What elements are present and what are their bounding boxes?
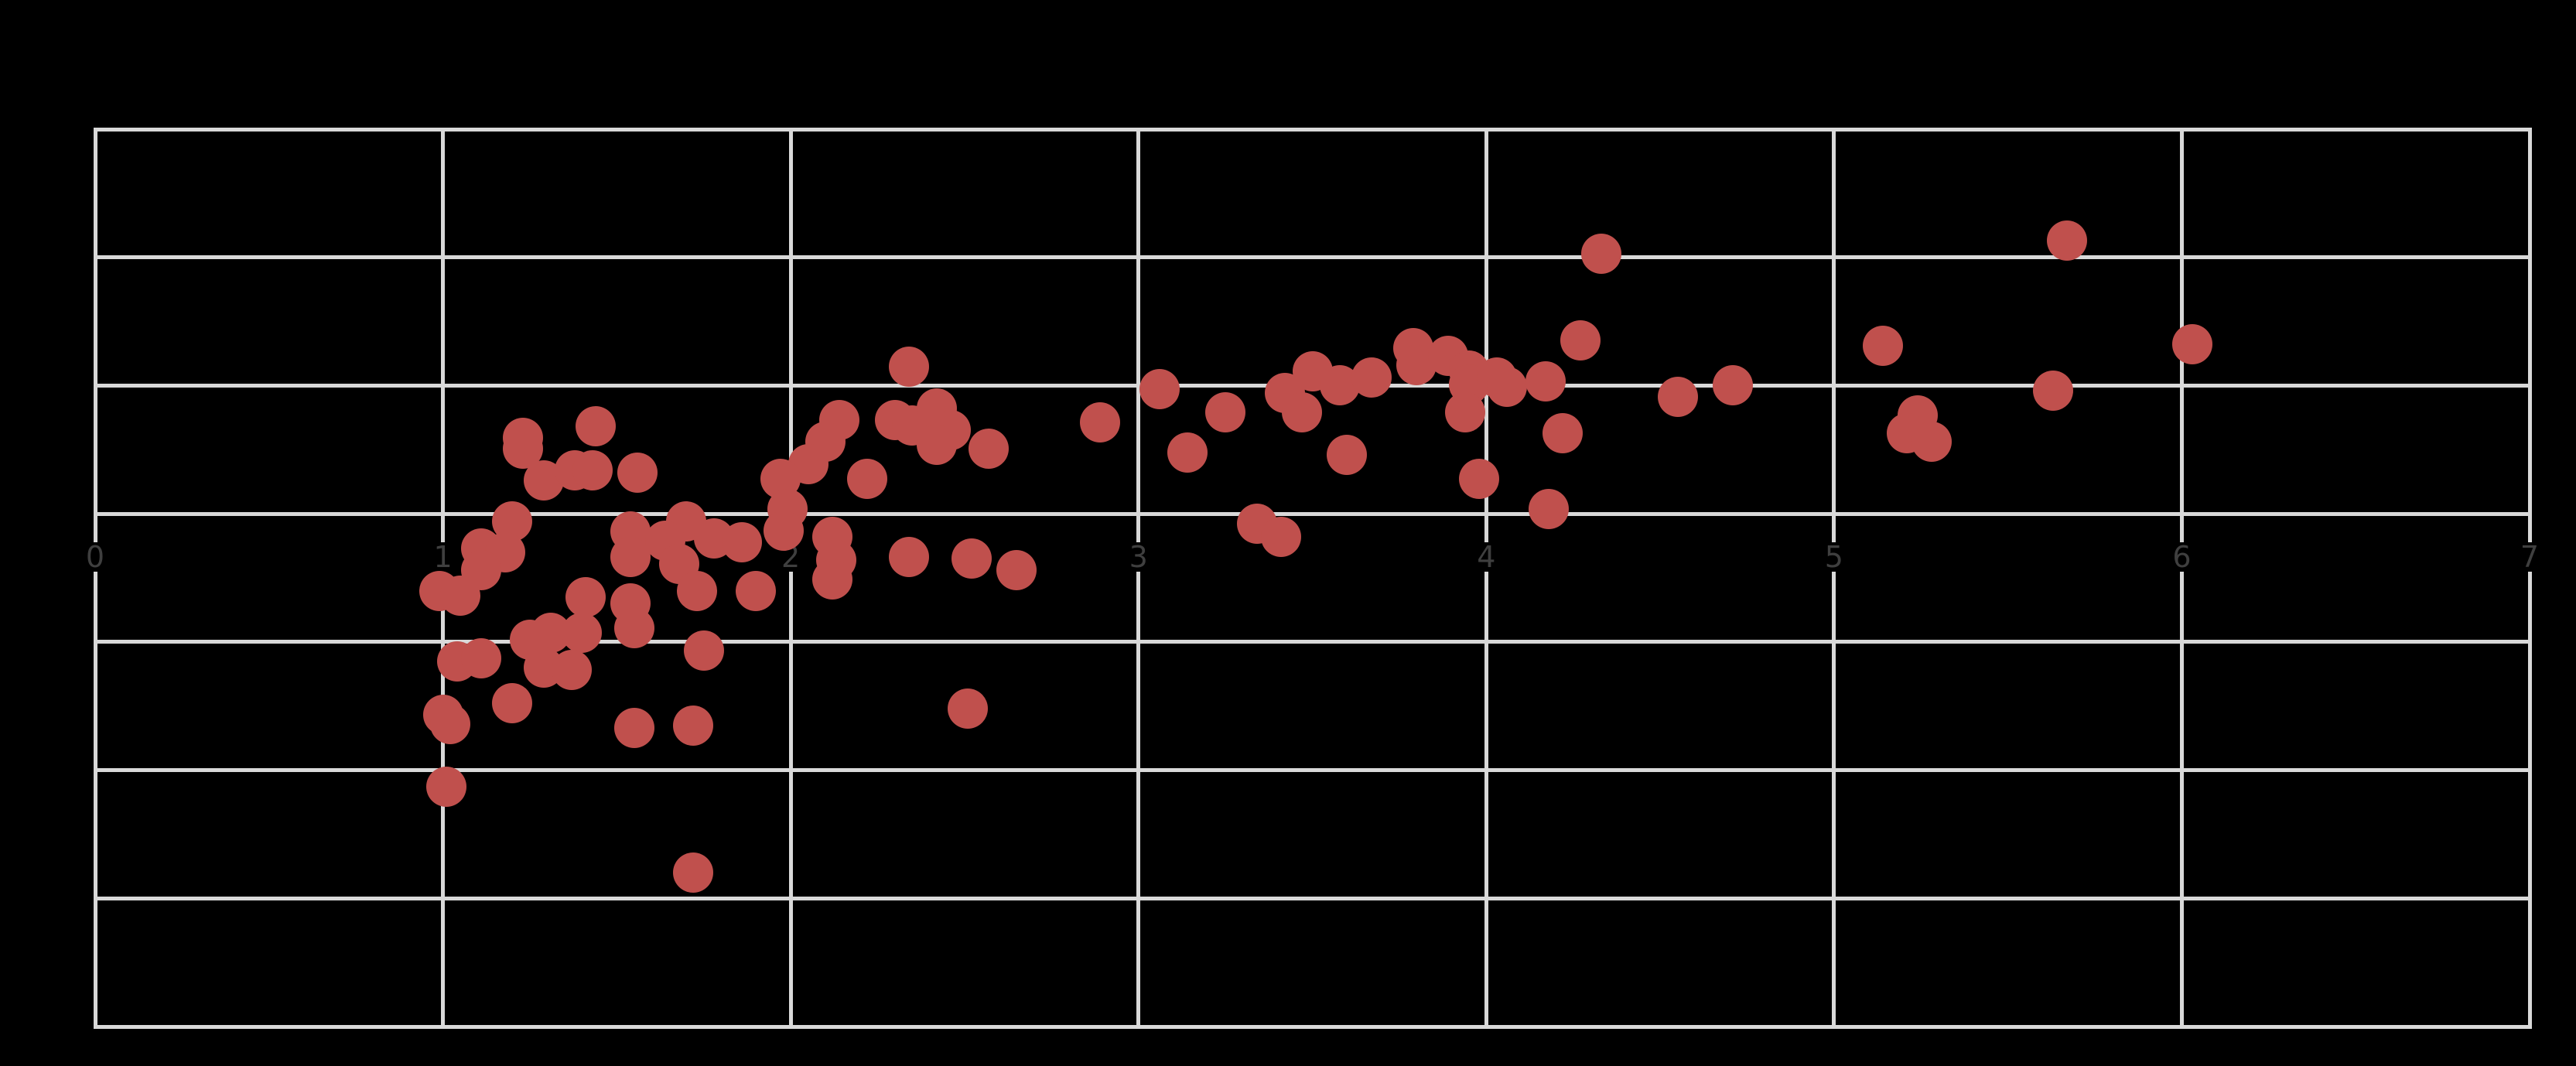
data-point xyxy=(1261,516,1302,557)
x-tick-label-4: 4 xyxy=(1474,542,1498,572)
x-tick-label-6: 6 xyxy=(2170,542,2194,572)
data-point xyxy=(1351,357,1392,398)
horizontal-gridline-y--3 xyxy=(93,896,2532,900)
data-point xyxy=(2047,220,2088,261)
vertical-gridline-x-0 xyxy=(93,127,97,1029)
data-point xyxy=(1139,369,1180,410)
data-point xyxy=(673,852,714,893)
x-tick-label-3: 3 xyxy=(1126,542,1150,572)
data-point xyxy=(610,537,651,578)
data-point xyxy=(1327,434,1368,475)
horizontal-gridline-y--2 xyxy=(93,768,2532,773)
data-point xyxy=(613,707,654,748)
data-point xyxy=(722,521,763,562)
vertical-gridline-x-2 xyxy=(788,127,793,1029)
data-point xyxy=(617,453,658,494)
data-point xyxy=(1543,412,1584,453)
vertical-gridline-x-3 xyxy=(1136,127,1141,1029)
data-point xyxy=(2033,371,2074,412)
data-point xyxy=(1560,320,1601,361)
data-point xyxy=(951,538,992,579)
data-point xyxy=(764,510,805,551)
data-point xyxy=(572,449,613,490)
data-point xyxy=(948,688,989,729)
data-point xyxy=(1862,326,1903,367)
data-point xyxy=(683,630,724,671)
data-point xyxy=(1657,377,1698,418)
data-point xyxy=(576,406,617,447)
data-point xyxy=(676,570,717,611)
data-point xyxy=(613,607,654,648)
data-point xyxy=(461,638,502,679)
horizontal-gridline-y-2 xyxy=(93,255,2532,260)
data-point xyxy=(1080,402,1121,443)
data-point xyxy=(1487,367,1528,408)
data-point xyxy=(1167,432,1208,473)
x-tick-label-1: 1 xyxy=(431,542,455,572)
data-point xyxy=(812,559,853,600)
data-point xyxy=(2171,324,2212,365)
data-point xyxy=(492,683,533,724)
data-point xyxy=(1713,365,1754,406)
data-point xyxy=(969,428,1010,469)
horizontal-gridline-y--4 xyxy=(93,1024,2532,1029)
data-point xyxy=(565,576,606,617)
horizontal-gridline-y-3 xyxy=(93,127,2532,132)
data-point xyxy=(1205,392,1246,433)
x-tick-label-0: 0 xyxy=(83,542,108,572)
data-point xyxy=(916,424,957,465)
data-point xyxy=(426,767,467,808)
data-point xyxy=(429,703,470,744)
x-tick-label-7: 7 xyxy=(2517,542,2542,572)
data-point xyxy=(888,537,929,578)
data-point xyxy=(1580,233,1621,274)
data-point xyxy=(551,650,592,691)
horizontal-gridline-y--1 xyxy=(93,640,2532,644)
data-point xyxy=(1445,392,1486,433)
data-point xyxy=(736,570,777,611)
vertical-gridline-x-5 xyxy=(1832,127,1836,1029)
data-point xyxy=(1282,392,1322,433)
data-point xyxy=(440,576,481,617)
data-point xyxy=(1459,459,1500,500)
vertical-gridline-x-4 xyxy=(1484,127,1488,1029)
data-point xyxy=(1529,488,1570,529)
vertical-gridline-x-7 xyxy=(2527,127,2532,1029)
data-point xyxy=(847,459,888,500)
horizontal-gridline-y-0 xyxy=(93,511,2532,516)
data-point xyxy=(562,613,603,654)
data-point xyxy=(673,705,714,746)
vertical-gridline-x-6 xyxy=(2179,127,2184,1029)
data-point xyxy=(1911,422,1952,463)
data-point xyxy=(996,550,1037,591)
x-tick-label-5: 5 xyxy=(1822,542,1846,572)
data-point xyxy=(888,346,929,387)
data-point xyxy=(1525,361,1566,402)
